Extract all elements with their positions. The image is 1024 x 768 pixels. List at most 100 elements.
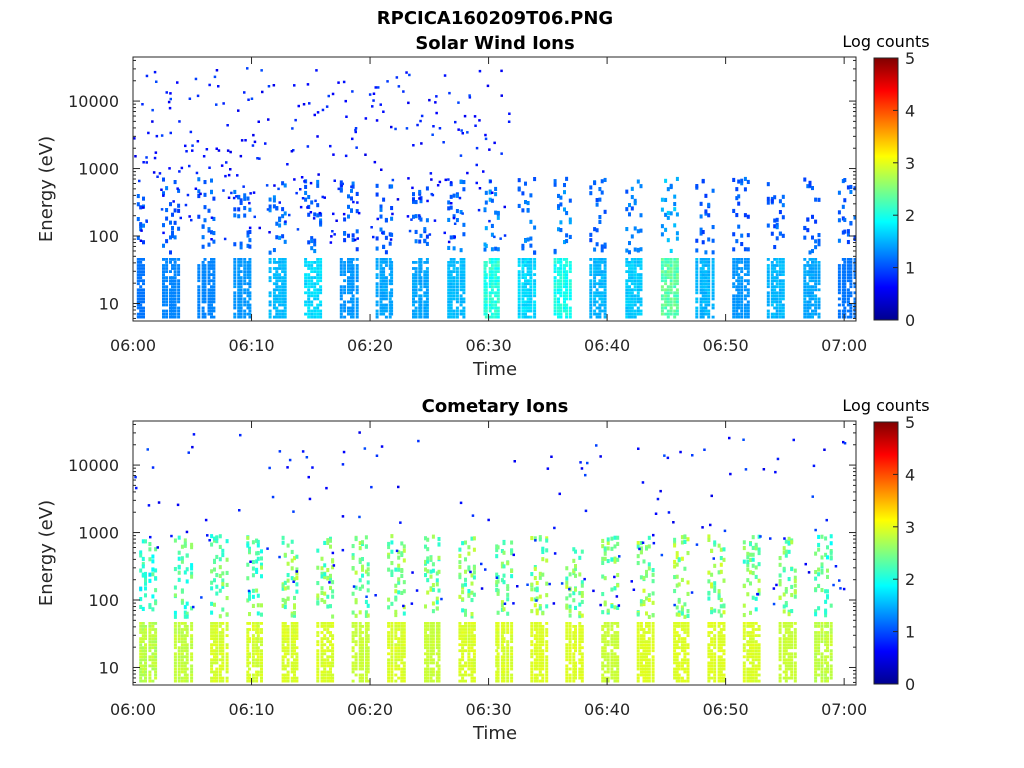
- heat-cell: [707, 261, 711, 264]
- heat-cell: [538, 634, 542, 637]
- heat-cell: [559, 294, 563, 298]
- heat-cell: [559, 267, 563, 270]
- heat-cell: [173, 676, 177, 680]
- heat-cell: [701, 179, 705, 184]
- heat-cell: [154, 576, 158, 581]
- heat-cell: [849, 315, 853, 319]
- heat-cell: [251, 588, 255, 593]
- heat-cell: [766, 276, 770, 279]
- heat-cell: [145, 161, 148, 164]
- heat-cell: [347, 258, 350, 261]
- heat-cell: [177, 294, 181, 298]
- heat-cell: [846, 232, 850, 237]
- heat-cell: [598, 285, 602, 289]
- heat-cell: [295, 191, 298, 195]
- heat-cell: [625, 303, 629, 307]
- heat-cell: [233, 267, 237, 270]
- heat-cell: [207, 273, 211, 276]
- heat-cell: [246, 312, 250, 316]
- heat-cell: [260, 549, 263, 554]
- heat-cell: [320, 670, 324, 674]
- heat-cell: [500, 69, 503, 73]
- heat-cell: [142, 297, 145, 301]
- heat-cell: [673, 223, 677, 228]
- heat-cell: [701, 297, 705, 301]
- heat-cell: [390, 652, 394, 656]
- heat-cell: [248, 628, 251, 631]
- heat-cell: [310, 236, 314, 241]
- heat-cell: [412, 297, 415, 301]
- heat-cell: [424, 643, 427, 647]
- heat-cell: [278, 276, 282, 279]
- heat-cell: [281, 315, 285, 319]
- heat-cell: [366, 567, 370, 572]
- heat-cell: [775, 282, 779, 286]
- heat-cell: [355, 264, 359, 267]
- heat-cell: [437, 655, 441, 659]
- heat-cell: [397, 646, 401, 650]
- heat-cell: [628, 203, 631, 208]
- heat-cell: [732, 294, 736, 298]
- heat-cell: [817, 282, 821, 286]
- heat-cell: [781, 215, 785, 220]
- heat-cell: [221, 664, 225, 668]
- heat-cell: [467, 634, 471, 637]
- heat-cell: [295, 567, 299, 572]
- heat-cell: [162, 297, 165, 301]
- heat-cell: [837, 282, 841, 286]
- heat-cell: [424, 673, 427, 677]
- heat-cell: [437, 679, 441, 683]
- heat-cell: [500, 622, 504, 625]
- heat-cell: [402, 679, 406, 683]
- heat-cell: [625, 300, 629, 304]
- heat-cell: [185, 567, 189, 572]
- heat-cell: [379, 282, 383, 286]
- heat-cell: [344, 99, 347, 103]
- heat-cell: [295, 661, 299, 665]
- heat-cell: [506, 643, 510, 647]
- heat-cell: [313, 261, 317, 264]
- heat-cell: [603, 546, 607, 551]
- heat-cell: [319, 288, 323, 292]
- heat-cell: [557, 303, 560, 307]
- heat-cell: [595, 306, 599, 310]
- heat-cell: [533, 622, 537, 625]
- heat-cell: [382, 288, 386, 292]
- heat-cell: [190, 566, 194, 571]
- heat-cell: [466, 131, 469, 134]
- heat-cell: [452, 315, 456, 319]
- heat-cell: [837, 297, 841, 301]
- heat-cell: [173, 306, 177, 310]
- heat-cell: [458, 625, 462, 628]
- heat-cell: [711, 285, 715, 289]
- heat-cell: [210, 610, 214, 615]
- heat-cell: [248, 661, 251, 665]
- heat-cell: [255, 643, 259, 647]
- heat-cell: [364, 646, 368, 650]
- heat-cell: [394, 631, 398, 634]
- heat-cell: [490, 282, 494, 286]
- heat-cell: [533, 258, 537, 261]
- heat-cell: [185, 646, 189, 650]
- heat-cell: [275, 235, 279, 240]
- heat-cell: [139, 550, 143, 555]
- heat-cell: [237, 300, 241, 304]
- heat-cell: [746, 315, 750, 319]
- heat-cell: [173, 285, 177, 289]
- heat-cell: [364, 569, 368, 574]
- heat-cell: [707, 282, 711, 286]
- heat-cell: [478, 119, 481, 122]
- heat-cell: [394, 655, 398, 659]
- heat-cell: [633, 309, 637, 313]
- heat-cell: [323, 673, 327, 677]
- heat-cell: [382, 267, 386, 270]
- heat-cell: [442, 141, 445, 144]
- heat-cell: [358, 679, 362, 683]
- heat-cell: [329, 673, 332, 677]
- heat-cell: [307, 276, 311, 279]
- heat-cell: [521, 261, 525, 264]
- heat-cell: [354, 664, 358, 668]
- heat-cell: [414, 294, 418, 298]
- heat-cell: [568, 640, 572, 643]
- heat-cell: [304, 312, 308, 316]
